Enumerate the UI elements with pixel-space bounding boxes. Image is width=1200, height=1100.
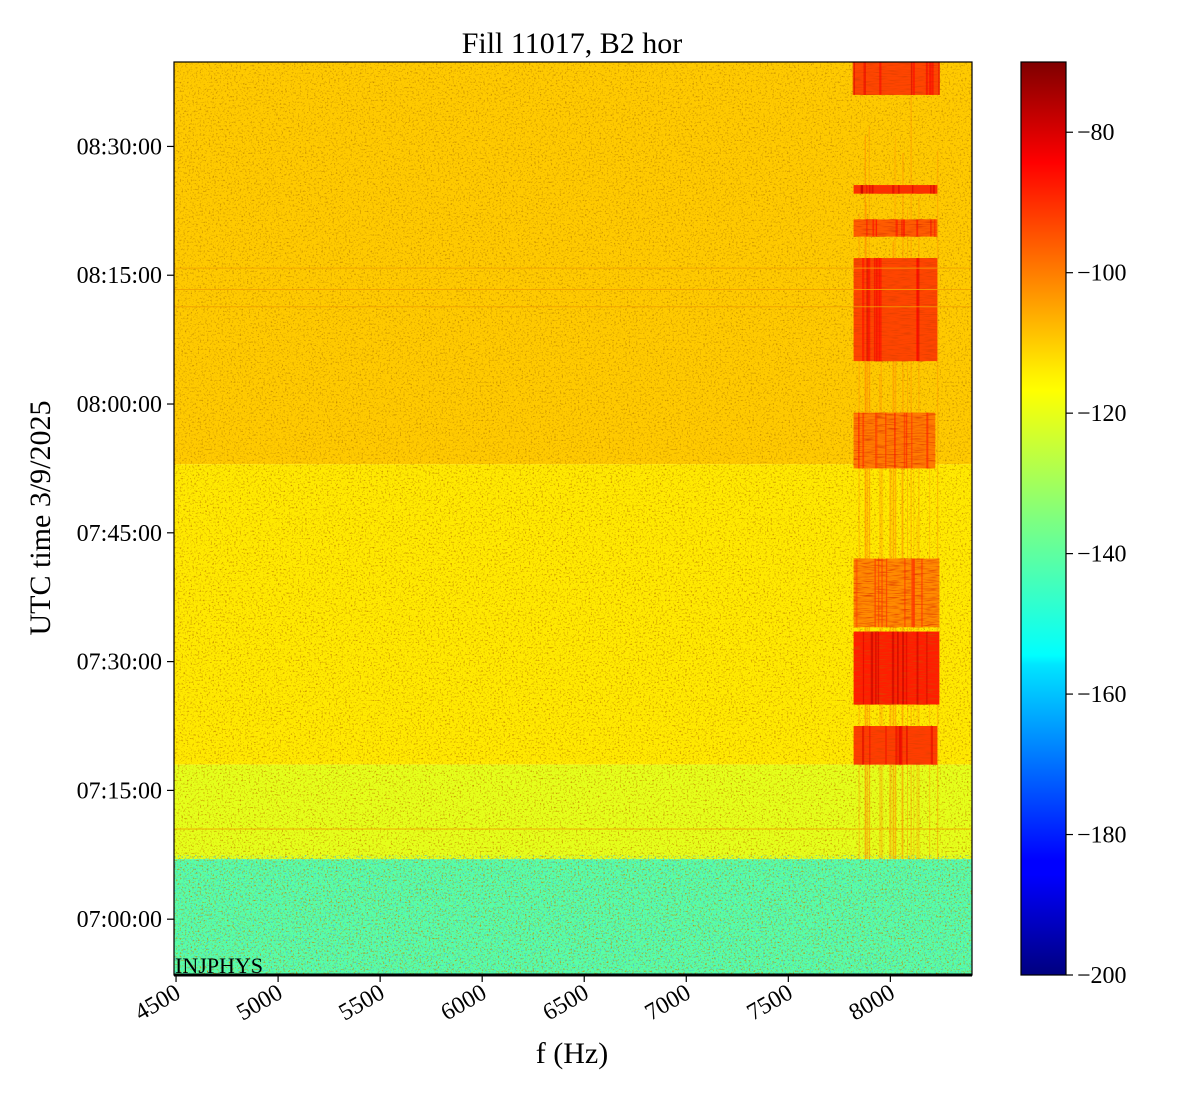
chart-title: Fill 11017, B2 hor — [462, 27, 683, 60]
colorbar-tick-label-0: −200 — [1077, 963, 1127, 989]
colorbar: −200 −180 −160 −140 −120 −100 −80 — [1020, 61, 1127, 989]
x-axis-ticks: 4500 5000 5500 6000 6500 7000 7500 8000 — [130, 975, 899, 1026]
burst-blocks — [852, 62, 941, 765]
y-axis-label: UTC time 3/9/2025 — [24, 401, 57, 636]
y-tick-label-5: 08:15:00 — [77, 263, 162, 289]
burst-1 — [853, 631, 940, 705]
spectrogram-plot-area — [174, 62, 972, 975]
x-tick-label-6000: 6000 — [437, 980, 492, 1027]
noise-texture — [174, 62, 972, 975]
colorbar-tick-label-6: −80 — [1077, 120, 1115, 146]
burst-texture — [853, 185, 938, 194]
colorbar-tick-label-2: −160 — [1077, 682, 1127, 708]
x-tick-label-5500: 5500 — [335, 980, 390, 1027]
colorbar-tick-label-4: −120 — [1077, 401, 1127, 427]
burst-5 — [853, 219, 938, 237]
x-tick-label-6500: 6500 — [539, 980, 594, 1027]
burst-3 — [853, 412, 936, 469]
colorbar-tick-label-3: −140 — [1077, 542, 1127, 568]
horizontal-lines — [174, 267, 972, 830]
low-level-noise-texture — [174, 855, 972, 975]
colorbar-frame — [1020, 61, 1067, 976]
burst-7 — [852, 62, 941, 95]
burst-4 — [853, 258, 938, 362]
x-tick-label-4500: 4500 — [130, 980, 185, 1027]
burst-0 — [853, 726, 938, 765]
y-axis-ticks: 07:00:00 07:15:00 07:30:00 07:45:00 08:00:00… — [77, 134, 174, 933]
x-tick-label-8000: 8000 — [845, 980, 900, 1027]
x-axis-label: f (Hz) — [536, 1037, 608, 1070]
burst-texture — [853, 62, 940, 95]
x-tick-label-5000: 5000 — [233, 980, 288, 1027]
y-tick-label-0: 07:00:00 — [77, 907, 162, 933]
y-tick-label-4: 08:00:00 — [77, 392, 162, 418]
colorbar-tick-label-1: −180 — [1077, 823, 1127, 849]
burst-texture — [853, 631, 940, 705]
x-tick-label-7500: 7500 — [743, 980, 798, 1027]
y-tick-label-3: 07:45:00 — [77, 521, 162, 547]
annotation-label: INJPHYS — [175, 953, 263, 978]
burst-texture — [853, 258, 938, 362]
burst-2 — [853, 558, 940, 628]
burst-6 — [853, 185, 938, 194]
y-tick-label-1: 07:15:00 — [77, 778, 162, 804]
y-tick-label-6: 08:30:00 — [77, 134, 162, 160]
y-tick-label-2: 07:30:00 — [77, 650, 162, 676]
colorbar-ticks: −200 −180 −160 −140 −120 −100 −80 — [1066, 120, 1127, 989]
colorbar-tick-label-5: −100 — [1077, 261, 1127, 287]
x-tick-label-7000: 7000 — [641, 980, 696, 1027]
colorbar-gradient — [1021, 62, 1066, 975]
burst-texture — [853, 558, 940, 628]
